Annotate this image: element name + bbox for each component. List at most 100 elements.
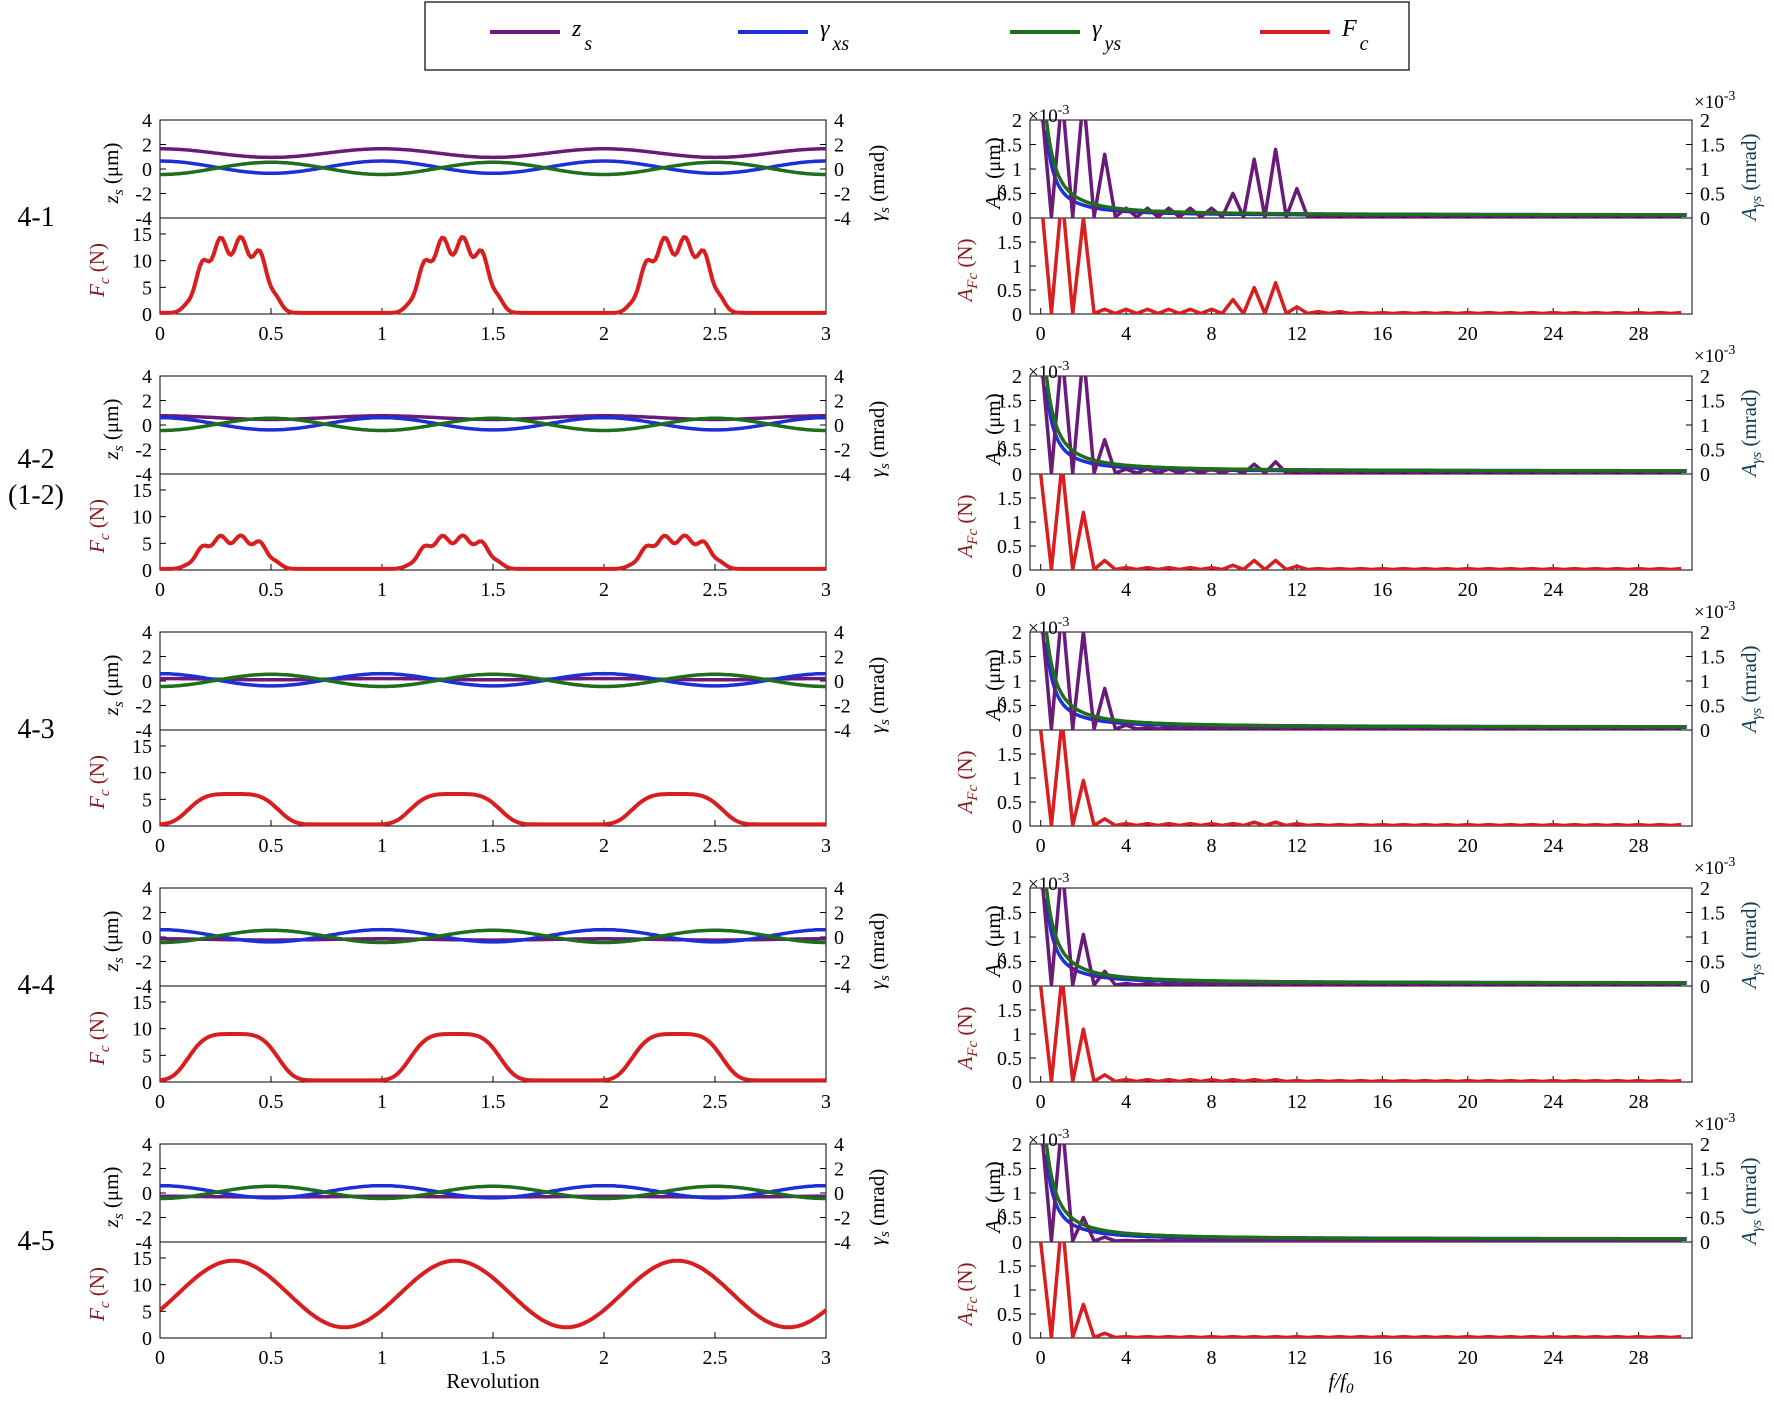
- freq-bottom-tick: 0: [1012, 1328, 1022, 1350]
- time-bottom-tick: 5: [142, 533, 152, 555]
- legend-label-gamma_ys: γys: [1092, 16, 1121, 55]
- freq-right-exponent: ×10-3: [1694, 89, 1735, 113]
- freq-top-left-label: Azs (μm): [981, 649, 1009, 722]
- spectrum-gamma_xs: [1044, 1153, 1687, 1242]
- freq-bottom-left-label: AFc (N): [953, 238, 981, 303]
- freq-x-tick: 16: [1372, 1091, 1392, 1113]
- time-top-left-tick: 4: [142, 622, 152, 644]
- time-top-left-tick: 2: [142, 391, 152, 413]
- freq-x-tick: 8: [1207, 835, 1217, 857]
- freq-x-tick: 24: [1543, 323, 1563, 345]
- series-γ_ys: [160, 416, 826, 433]
- time-top-right-tick: -4: [834, 1232, 851, 1254]
- time-top-right-tick: 4: [834, 1134, 844, 1156]
- time-top-left-tick: -2: [135, 184, 152, 206]
- time-bottom-tick: 10: [132, 763, 152, 785]
- time-top-right-tick: -4: [834, 208, 851, 230]
- time-top-left-tick: 4: [142, 878, 152, 900]
- time-top-right-label: γs (mrad): [865, 145, 893, 222]
- time-top-right-tick: 2: [834, 647, 844, 669]
- freq-x-tick: 24: [1543, 1347, 1563, 1369]
- row-label: 4-2: [17, 444, 54, 475]
- time-top-right-tick: 0: [834, 927, 844, 949]
- time-x-tick: 3: [821, 1347, 831, 1369]
- time-x-tick: 0: [155, 579, 165, 601]
- freq-top-left-tick: 0.5: [997, 696, 1022, 718]
- freq-x-tick: 8: [1207, 579, 1217, 601]
- freq-x-tick: 0: [1036, 835, 1046, 857]
- freq-x-tick: 4: [1121, 1091, 1131, 1113]
- series-γ_ys: [160, 928, 826, 945]
- row-label: (1-2): [8, 480, 64, 511]
- freq-top-left-tick: 0.5: [997, 440, 1022, 462]
- freq-bottom-tick: 0: [1012, 304, 1022, 326]
- freq-x-tick: 8: [1207, 1091, 1217, 1113]
- spectrum-F_c: [1038, 986, 1682, 1082]
- freq-x-tick: 24: [1543, 579, 1563, 601]
- freq-bottom-left-label: AFc (N): [953, 750, 981, 815]
- series-γ_xs: [160, 159, 826, 176]
- time-x-tick: 1.5: [481, 1347, 506, 1369]
- freq-x-tick: 28: [1629, 835, 1649, 857]
- freq-bottom-tick: 0.5: [997, 1048, 1022, 1070]
- freq-bottom-tick: 1.5: [997, 488, 1022, 510]
- legend: zs γxs γys Fc: [424, 1, 1410, 71]
- time-top-left-tick: -4: [135, 976, 152, 998]
- freq-top-left-tick: 1: [1012, 671, 1022, 693]
- freq-bottom-tick: 1: [1012, 512, 1022, 534]
- time-top-left-tick: 2: [142, 903, 152, 925]
- freq-x-tick: 4: [1121, 579, 1131, 601]
- freq-x-tick: 12: [1287, 1347, 1307, 1369]
- time-top-left-tick: 4: [142, 110, 152, 132]
- time-top-left-tick: 2: [142, 1159, 152, 1181]
- time-top-right-tick: -2: [834, 952, 851, 974]
- spectrum-gamma_ys: [1044, 1144, 1687, 1241]
- freq-bottom-tick: 1.5: [997, 1256, 1022, 1278]
- freq-bottom-tick: 0.5: [997, 536, 1022, 558]
- freq-top-left-tick: 1.5: [997, 135, 1022, 157]
- freq-top-right-tick: 2: [1700, 110, 1710, 132]
- freq-top-right-label: Aγs (mrad): [1737, 902, 1765, 991]
- time-x-tick: 1: [377, 1347, 387, 1369]
- freq-top-right-tick: 1: [1700, 1183, 1710, 1205]
- series-F_c: [160, 235, 826, 315]
- time-top-right-tick: 2: [834, 135, 844, 157]
- freq-top-left-tick: 2: [1012, 878, 1022, 900]
- freq-top-left-label: Azs (μm): [981, 393, 1009, 466]
- time-x-tick: 0.5: [259, 1091, 284, 1113]
- freq-x-tick: 28: [1629, 1091, 1649, 1113]
- time-top-left-tick: 0: [142, 1183, 152, 1205]
- freq-left-exponent: ×10-3: [1028, 359, 1069, 383]
- legend-box: [424, 1, 1410, 71]
- freq-bottom-plot: [1038, 474, 1682, 570]
- time-x-tick: 3: [821, 323, 831, 345]
- time-x-tick: 0: [155, 1347, 165, 1369]
- row-label: 4-3: [17, 714, 54, 745]
- time-top-right-tick: -2: [834, 440, 851, 462]
- time-bottom-tick: 10: [132, 507, 152, 529]
- time-x-tick: 2: [599, 835, 609, 857]
- freq-x-tick: 16: [1372, 1347, 1392, 1369]
- time-x-label: Revolution: [446, 1369, 540, 1393]
- time-bottom-tick: 0: [142, 1072, 152, 1094]
- freq-top-right-tick: 0.5: [1700, 184, 1725, 206]
- freq-top-left-tick: 0.5: [997, 1208, 1022, 1230]
- freq-top-right-tick: 0.5: [1700, 1208, 1725, 1230]
- time-top-right-label: γs (mrad): [865, 913, 893, 990]
- freq-top-left-label: Azs (μm): [981, 1161, 1009, 1234]
- time-bottom-tick: 15: [132, 480, 152, 502]
- spectrum-z_s: [1041, 632, 1682, 730]
- freq-top-right-tick: 1.5: [1700, 1159, 1725, 1181]
- freq-bottom-tick: 1: [1012, 768, 1022, 790]
- freq-top-left-tick: 1: [1012, 1183, 1022, 1205]
- freq-bottom-tick: 1: [1012, 1024, 1022, 1046]
- freq-x-tick: 20: [1458, 1091, 1478, 1113]
- series-z_s: [159, 676, 827, 682]
